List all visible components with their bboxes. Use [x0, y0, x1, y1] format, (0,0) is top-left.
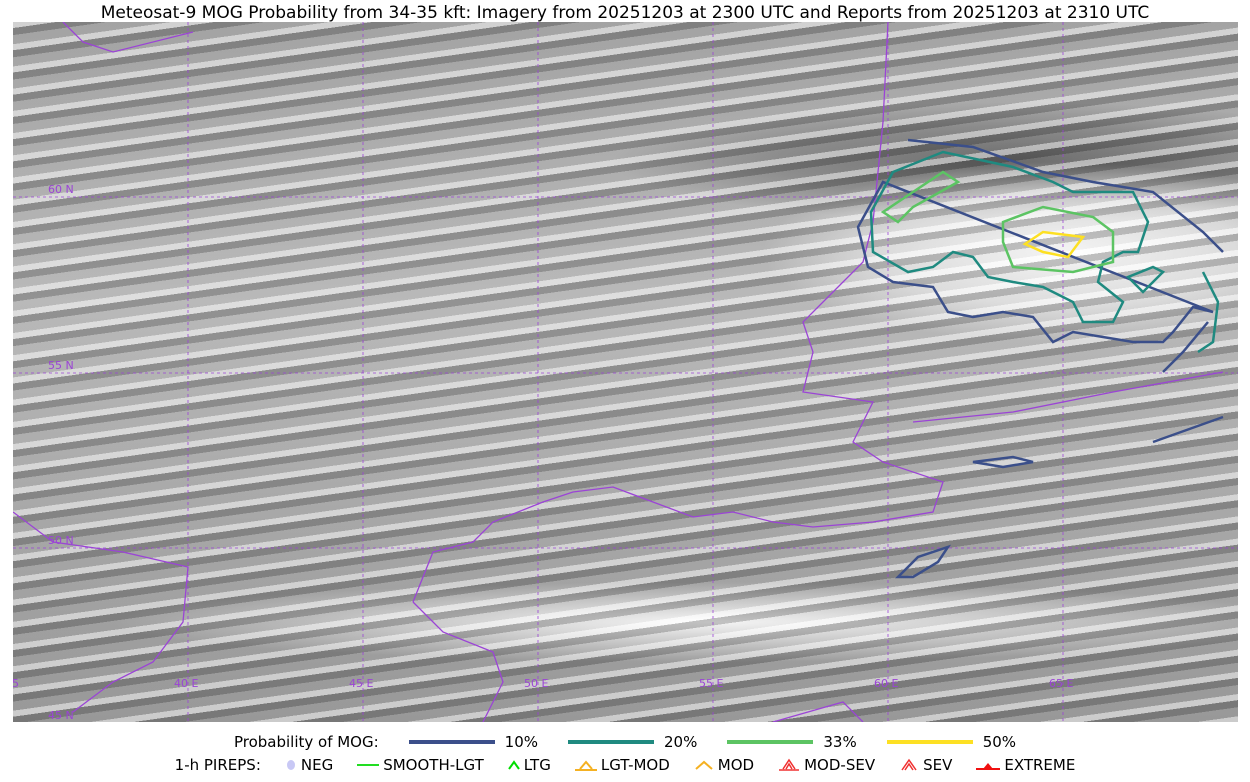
lon-label: 40 E: [174, 677, 199, 690]
lon-label: 60 E: [874, 677, 899, 690]
lon-label: 45 E: [349, 677, 374, 690]
neg-circle-icon: [286, 760, 295, 770]
double-caret-icon: [901, 758, 917, 771]
country-borders: [13, 22, 1224, 722]
swatch-20: [568, 740, 655, 744]
lat-label: 55 N: [48, 359, 74, 372]
swatch-33: [727, 740, 814, 744]
double-caret-bar-icon: [779, 758, 800, 771]
pireps-legend: 1-h PIREPS: NEG SMOOTH-LGT LTG LGT-MOD M…: [0, 756, 1250, 774]
pirep-lgt-mod: LGT-MOD: [574, 756, 670, 774]
pirep-ltg: LTG: [507, 756, 551, 774]
filled-triangle-icon: [976, 763, 1001, 770]
pirep-extreme: EXTREME: [976, 756, 1075, 774]
pirep-mod-sev: MOD-SEV: [778, 756, 875, 774]
lon-label: 55 E: [699, 677, 724, 690]
map-overlay: [13, 22, 1238, 722]
map-title: Meteosat-9 MOG Probability from 34-35 kf…: [100, 3, 1150, 23]
line-icon: [357, 764, 380, 766]
probability-legend-label: Probability of MOG:: [233, 733, 379, 751]
pirep-neg: NEG: [285, 756, 333, 774]
caret-bar-icon: [574, 760, 597, 771]
lat-label: 60 N: [48, 183, 74, 196]
lon-label: 65 E: [1049, 677, 1074, 690]
swatch-10: [408, 740, 495, 744]
graticule: [13, 22, 1238, 722]
lat-label: 45 N: [48, 709, 74, 722]
satellite-map: 60 N 55 N 50 N 45 N 35 40 E 45 E 50 E 55…: [13, 22, 1238, 722]
lon-label: 50 E: [524, 677, 549, 690]
swatch-50: [886, 740, 973, 744]
mog-contours: [856, 138, 1224, 579]
lon-label: 35: [13, 677, 19, 690]
legend-50: 50%: [982, 733, 1017, 751]
caret-icon: [695, 760, 713, 770]
probability-legend: Probability of MOG: 10% 20% 33% 50%: [0, 733, 1250, 751]
legend-20: 20%: [664, 733, 698, 751]
lat-label: 50 N: [48, 534, 74, 547]
pireps-legend-label: 1-h PIREPS:: [174, 756, 261, 774]
pirep-sev: SEV: [899, 756, 952, 774]
caret-icon: [507, 760, 520, 770]
pirep-mod: MOD: [694, 756, 754, 774]
pirep-smooth-lgt: SMOOTH-LGT: [357, 756, 484, 774]
legend-33: 33%: [823, 733, 857, 751]
legend-10: 10%: [504, 733, 539, 751]
